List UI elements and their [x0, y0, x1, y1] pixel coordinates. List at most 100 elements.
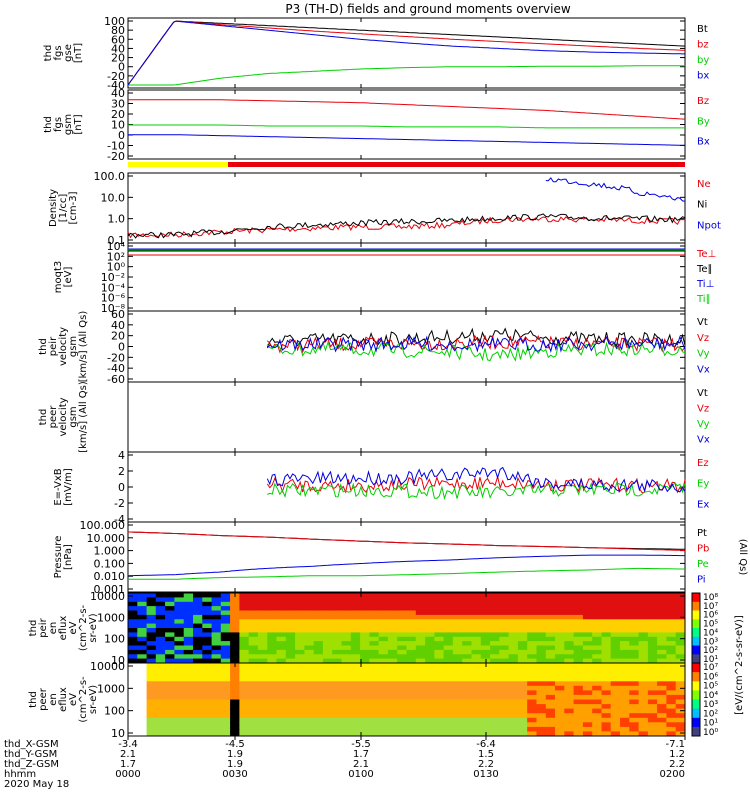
heatmap-cell — [471, 610, 482, 616]
heatmap-cell — [517, 694, 528, 700]
heatmap-cell — [313, 717, 324, 723]
heatmap-cell — [332, 672, 342, 678]
heatmap-cell — [128, 619, 138, 625]
heatmap-cell — [276, 628, 287, 633]
heatmap-cell — [452, 690, 463, 696]
y-axis-label-line: peir — [38, 617, 49, 637]
heatmap-cell — [443, 694, 454, 700]
heatmap-cell — [183, 606, 194, 611]
heatmap-cell — [174, 708, 185, 714]
heatmap-cell — [276, 606, 287, 611]
heatmap-cell — [508, 681, 519, 687]
heatmap-cell — [545, 654, 556, 660]
heatmap-cell — [276, 722, 287, 728]
heatmap-cell — [304, 676, 315, 682]
heatmap-cell — [425, 685, 435, 691]
heatmap-cell — [146, 601, 157, 607]
heatmap-cell — [675, 667, 686, 673]
heatmap-cell — [601, 614, 612, 620]
heatmap-cell — [387, 717, 398, 723]
heatmap-cell — [545, 690, 556, 696]
heatmap-cell — [193, 663, 203, 669]
heatmap-cell — [629, 726, 640, 732]
heatmap-cell — [258, 731, 268, 737]
heatmap-cell — [592, 690, 602, 696]
heatmap-cell — [657, 713, 667, 719]
heatmap-cell — [397, 685, 407, 691]
heatmap-cell — [202, 641, 213, 646]
heatmap-cell — [397, 704, 407, 710]
heatmap-cell — [638, 632, 649, 638]
heatmap-cell — [517, 685, 528, 691]
heatmap-cell — [230, 672, 240, 678]
heatmap-cell — [239, 593, 250, 598]
heatmap-cell — [592, 713, 602, 719]
heatmap-cell — [415, 606, 426, 611]
heatmap-cell — [582, 676, 593, 682]
heatmap-cell — [471, 717, 482, 723]
heatmap-cell — [350, 681, 361, 687]
heatmap-cell — [610, 713, 621, 719]
series-vz — [266, 334, 686, 354]
heatmap-cell — [675, 704, 686, 710]
heatmap-cell — [146, 641, 157, 646]
heatmap-cell — [360, 722, 370, 728]
heatmap-cell — [434, 713, 445, 719]
series-vy — [266, 340, 686, 362]
heatmap-cell — [471, 654, 482, 660]
heatmap-cell — [527, 663, 537, 669]
heatmap-cell — [341, 593, 352, 598]
heatmap-cell — [545, 685, 556, 691]
heatmap-cell — [471, 597, 482, 603]
heatmap-cell — [425, 632, 435, 638]
colorbar-cell — [692, 630, 700, 635]
heatmap-cell — [638, 606, 649, 611]
heatmap-cell — [517, 614, 528, 620]
y-tick-label: 30 — [111, 98, 125, 111]
heatmap-cell — [462, 619, 472, 625]
heatmap-cell — [415, 601, 426, 607]
heatmap-cell — [137, 690, 148, 696]
heatmap-cell — [517, 713, 528, 719]
heatmap-cell — [490, 685, 500, 691]
heatmap-cell — [564, 713, 575, 719]
heatmap-cell — [220, 628, 231, 633]
heatmap-cell — [462, 597, 472, 603]
heatmap-cell — [434, 636, 445, 642]
heatmap-cell — [499, 708, 510, 714]
heatmap-cell — [555, 708, 565, 714]
heatmap-cell — [443, 658, 454, 664]
heatmap-cell — [434, 685, 445, 691]
heatmap-cell — [415, 654, 426, 660]
heatmap-cell — [350, 713, 361, 719]
heatmap-cell — [657, 658, 667, 664]
heatmap-cell — [360, 636, 370, 642]
heatmap-cell — [378, 597, 389, 603]
heatmap-cell — [230, 690, 240, 696]
heatmap-cell — [638, 593, 649, 598]
heatmap-cell — [267, 606, 278, 611]
heatmap-cell — [369, 704, 380, 710]
heatmap-cell — [545, 636, 556, 642]
heatmap-cell — [202, 628, 213, 633]
heatmap-cell — [666, 672, 677, 678]
heatmap-cell — [267, 726, 278, 732]
heatmap-cell — [285, 699, 296, 705]
colorbar-cell — [692, 639, 700, 644]
heatmap-cell — [471, 667, 482, 673]
heatmap-cell — [304, 628, 315, 633]
heatmap-cell — [211, 632, 222, 638]
heatmap-cell — [128, 717, 138, 723]
heatmap-cell — [155, 623, 166, 629]
heatmap-cell — [499, 614, 510, 620]
heatmap-cell — [155, 654, 166, 660]
heatmap-cell — [647, 672, 658, 678]
heatmap-cell — [378, 690, 389, 696]
heatmap-cell — [508, 610, 519, 616]
heatmap-cell — [527, 672, 537, 678]
heatmap-cell — [573, 713, 584, 719]
heatmap-cell — [462, 628, 472, 633]
heatmap-cell — [183, 717, 194, 723]
heatmap-cell — [276, 681, 287, 687]
heatmap-cell — [332, 654, 342, 660]
